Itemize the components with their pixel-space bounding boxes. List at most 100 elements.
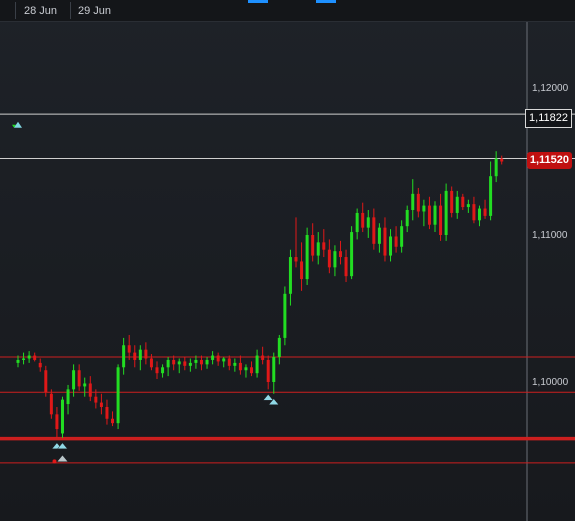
candle-body — [305, 235, 309, 280]
candle-body — [60, 399, 64, 434]
candle-body — [99, 402, 103, 407]
candle-body — [133, 352, 137, 360]
candle-body — [489, 176, 493, 216]
candle-body — [149, 358, 153, 368]
price-tick-label: 1,11000 — [532, 230, 568, 241]
price-tick-label: 1,12000 — [532, 83, 569, 94]
candle-body — [466, 204, 470, 208]
candle-body — [355, 212, 359, 233]
candle-body — [405, 210, 409, 227]
candle-body — [266, 359, 270, 382]
price-tick-label: 1,10000 — [532, 377, 569, 388]
signal-dot-icon — [52, 459, 57, 464]
candle-body — [227, 358, 231, 366]
candle-body — [472, 204, 476, 221]
candle-body — [311, 235, 315, 256]
candle-body — [439, 205, 443, 235]
candle-body — [172, 359, 176, 365]
candle-body — [333, 251, 337, 268]
candle-body — [350, 232, 354, 277]
candle-body — [400, 226, 404, 247]
toolbar-accent-tab[interactable] — [248, 0, 268, 3]
candle-body — [366, 217, 370, 228]
current-price-badge: 1,11520 — [526, 152, 572, 169]
signal-arrow-icon — [12, 124, 16, 128]
candle-body — [394, 236, 398, 247]
candle-body — [49, 393, 53, 415]
candle-body — [16, 359, 20, 363]
candle-body — [233, 362, 237, 366]
candle-body — [433, 205, 437, 225]
candle-body — [316, 242, 320, 256]
candle-body — [344, 257, 348, 277]
candle-body — [177, 361, 181, 365]
candle-body — [77, 370, 81, 387]
candle-body — [455, 196, 459, 213]
candle-body — [372, 217, 376, 244]
candle-body — [127, 345, 131, 353]
candle-body — [383, 227, 387, 256]
candle-body — [389, 236, 393, 256]
candle-body — [83, 383, 87, 387]
candle-body — [255, 355, 259, 374]
date-separator — [70, 2, 71, 19]
candle-body — [500, 158, 504, 162]
signal-triangle-icon — [57, 455, 68, 462]
signal-triangle-icon — [268, 398, 280, 406]
date-label-28-jun: 28 Jun — [24, 5, 58, 17]
candle-body — [461, 196, 465, 208]
candle-body — [155, 367, 159, 374]
candle-body — [483, 208, 487, 216]
candle-body — [199, 359, 203, 365]
candle-body — [72, 370, 76, 390]
candle-body — [88, 383, 92, 397]
signal-triangle-icon — [262, 393, 274, 401]
candle-body — [111, 418, 115, 424]
candle-body — [277, 337, 281, 358]
candle-body — [477, 208, 481, 221]
candle-body — [288, 257, 292, 294]
candle-body — [22, 358, 26, 360]
candle-body — [55, 414, 59, 430]
candle-body — [300, 261, 304, 280]
candle-body — [161, 367, 165, 374]
candle-body — [33, 355, 37, 360]
candle-body — [422, 205, 426, 212]
candle-body — [238, 362, 242, 371]
candle-body — [250, 367, 254, 374]
candle-body — [194, 359, 198, 363]
candle-body — [338, 251, 342, 258]
candle-body — [377, 227, 381, 244]
candle-body — [222, 358, 226, 362]
candle-body — [427, 205, 431, 225]
candle-body — [216, 355, 220, 362]
candle-body — [94, 396, 98, 403]
candle-body — [450, 190, 454, 213]
candle-body — [444, 190, 448, 235]
date-label-29-jun: 29 Jun — [78, 5, 112, 17]
candle-body — [188, 362, 192, 366]
candle-body — [261, 355, 265, 360]
candle-body — [494, 158, 498, 177]
candle-body — [183, 361, 187, 366]
candle-body — [411, 193, 415, 211]
price-marker-upper[interactable]: 1,11822 — [525, 109, 572, 128]
candle-body — [272, 357, 276, 382]
candle-body — [44, 370, 48, 393]
signal-triangle-icon — [56, 442, 69, 450]
candle-body — [244, 367, 248, 371]
candle-body — [166, 359, 170, 368]
candle-body — [211, 355, 215, 360]
candle-body — [122, 345, 126, 368]
candle-body — [294, 257, 298, 262]
candle-body — [416, 193, 420, 212]
candle-body — [116, 367, 120, 424]
price-chart-canvas[interactable] — [0, 22, 575, 521]
candle-body — [27, 355, 31, 359]
candle-body — [361, 212, 365, 228]
toolbar-accent-tab[interactable] — [316, 0, 336, 3]
candle-body — [138, 349, 142, 360]
date-axis-bar: 28 Jun 29 Jun — [0, 0, 575, 22]
candle-body — [38, 362, 42, 368]
